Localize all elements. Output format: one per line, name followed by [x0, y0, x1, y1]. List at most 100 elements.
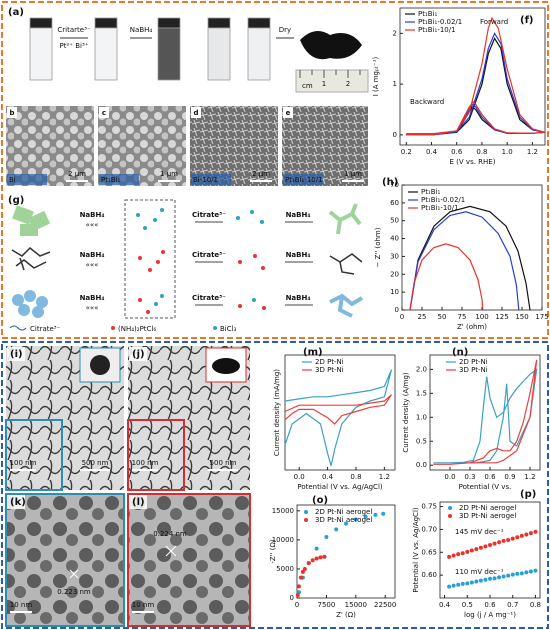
data-point	[381, 511, 386, 516]
data-point	[451, 583, 456, 588]
sem-letter-box	[99, 107, 109, 118]
scale-bar	[66, 180, 88, 182]
sem-image	[282, 106, 368, 186]
step-label: NaBH₄	[286, 211, 311, 219]
data-point	[334, 527, 339, 532]
legend-label: 2D Pt-Ni	[315, 358, 344, 366]
data-point	[353, 517, 358, 522]
y-tick-label: 1.5	[416, 389, 427, 397]
panel-label: (i)	[10, 349, 23, 360]
x-tick-label: 150	[515, 313, 528, 321]
scale-label: 100 nm	[132, 459, 159, 467]
legend-label: BiCl₃	[220, 325, 237, 333]
x-tick-label: 0.0	[444, 473, 455, 481]
sem-image	[6, 106, 94, 186]
vials	[29, 17, 271, 81]
legend-label: 3D Pt-Ni	[459, 366, 488, 374]
scale-bar	[250, 180, 272, 182]
sem-image	[98, 106, 186, 186]
legend-label: Pt₁Bi₁-10/1	[421, 204, 459, 212]
series-line	[433, 359, 538, 465]
arrow-glyph: «««	[86, 304, 99, 312]
data-point	[524, 570, 529, 575]
data-point	[469, 548, 474, 553]
lattice-label: 0.223 nm	[57, 588, 91, 596]
x-tick-label: 0.8	[530, 601, 541, 609]
panel-label: (k)	[10, 497, 26, 508]
sem-letter: d	[193, 109, 198, 117]
panel-label-box	[7, 495, 25, 509]
x-tick-label: 0.2	[401, 148, 412, 156]
step-label: NaBH₄	[80, 251, 105, 259]
data-point	[300, 569, 305, 574]
photo-inset-sample	[212, 358, 240, 374]
data-point	[515, 535, 520, 540]
y-tick-label: 1	[393, 80, 397, 88]
x-tick-label: 0.8	[350, 473, 361, 481]
data-point	[519, 533, 524, 538]
x-tick-label: 1.2	[379, 473, 390, 481]
arrow-glyph: «««	[86, 261, 99, 269]
y-tick-label: 40	[390, 235, 399, 243]
data-point	[456, 582, 461, 587]
scale-bar	[158, 180, 180, 182]
legend-label: Pt₁Bi₁	[421, 188, 441, 196]
annotation: 145 mV dec⁻¹	[455, 528, 504, 536]
sem-name: Bi-10/1	[193, 176, 218, 184]
y-tick-label: 1.0	[416, 413, 427, 421]
data-point	[363, 514, 368, 519]
series-line	[284, 394, 392, 425]
x-tick-label: 1.2	[527, 148, 538, 156]
sem-letter: b	[9, 109, 14, 117]
photo-inset	[79, 347, 121, 383]
x-tick-label: 15000	[345, 601, 367, 609]
x-tick-label: 0.0	[294, 473, 305, 481]
x-axis-label: Potential (V vs.	[459, 483, 512, 491]
sem-image	[190, 106, 278, 186]
annotation: 110 mV dec⁻¹	[455, 568, 504, 576]
panel-label: (g)	[8, 195, 24, 206]
ruler-ticks	[299, 70, 361, 78]
x-tick-label: 1.2	[524, 473, 535, 481]
data-point	[302, 566, 307, 571]
lattice-label: 0.224 nm	[153, 530, 187, 538]
x-tick-label: 0	[295, 601, 299, 609]
scale-bars	[10, 469, 238, 613]
scale-label: 10 nm	[10, 601, 33, 609]
series-line	[284, 369, 393, 466]
legend-label: Pt₁Bi₁-0.02/1	[418, 18, 462, 26]
data-point	[488, 542, 492, 547]
data-point	[524, 532, 529, 537]
x-tick-label: 0.6	[451, 148, 463, 156]
x-tick-label: 50	[438, 313, 447, 321]
x-tick-label: 0	[400, 313, 404, 321]
y-tick-label: 0.65	[421, 548, 437, 556]
x-tick-label: 0.4	[439, 601, 451, 609]
panel-label: (o)	[312, 495, 328, 506]
y-axis-label: Current density (mA/mg)	[273, 369, 281, 456]
y-tick-label: 50	[390, 217, 399, 225]
panel-label: (p)	[520, 489, 536, 500]
data-point	[465, 581, 470, 586]
data-point	[373, 512, 378, 517]
panel-label: (n)	[452, 347, 468, 358]
data-point	[474, 547, 479, 552]
series-line	[433, 368, 538, 464]
data-point	[324, 534, 329, 539]
data-point	[497, 575, 502, 580]
sem-name: Pt₁Bi₁-10/1	[285, 176, 323, 184]
y-tick-label: 0.5	[416, 437, 427, 445]
annotation: Forward	[480, 18, 508, 26]
series-line	[406, 16, 546, 136]
legend-label: 3D Pt-Ni aerogel	[459, 512, 516, 520]
x-tick-label: 175	[535, 313, 548, 321]
plot-area	[429, 354, 541, 471]
x-tick-label: 0.9	[504, 473, 515, 481]
panel-label: (a)	[8, 7, 24, 18]
y-tick-label: 30	[390, 252, 399, 260]
step-label: Citrate³⁻	[192, 251, 226, 259]
sem-letter-box	[283, 107, 293, 118]
data-point	[295, 593, 300, 598]
data-point	[492, 576, 497, 581]
